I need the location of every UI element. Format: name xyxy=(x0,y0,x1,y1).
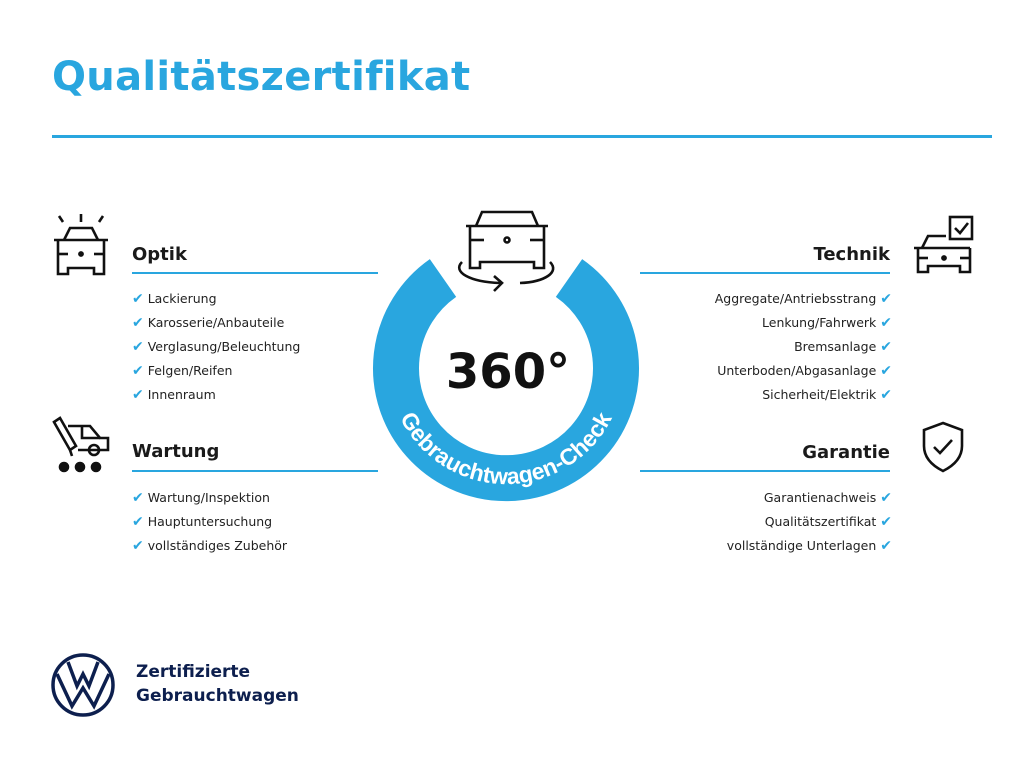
section-divider-garantie xyxy=(640,470,890,472)
list-item: ✔ Lackierung xyxy=(132,291,217,307)
service-van-icon xyxy=(52,416,110,473)
list-item: Bremsanlage ✔ xyxy=(794,339,892,355)
check-icon: ✔ xyxy=(132,291,144,307)
list-item: vollständige Unterlagen ✔ xyxy=(726,538,892,554)
list-item: ✔ Felgen/Reifen xyxy=(132,363,233,379)
check-icon: ✔ xyxy=(880,538,892,554)
check-icon: ✔ xyxy=(132,363,144,379)
checklist-optik: ✔ Lackierung ✔ Karosserie/Anbauteile ✔ V… xyxy=(132,287,300,407)
checklist-wartung: ✔ Wartung/Inspektion ✔ Hauptuntersuchung… xyxy=(132,486,287,558)
check-icon: ✔ xyxy=(880,339,892,355)
check-icon: ✔ xyxy=(880,363,892,379)
check-icon: ✔ xyxy=(880,490,892,506)
check-icon: ✔ xyxy=(132,387,144,403)
list-item: ✔ Hauptuntersuchung xyxy=(132,514,273,530)
section-divider-wartung xyxy=(132,470,378,472)
section-title-wartung: Wartung xyxy=(132,441,220,462)
check-icon: ✔ xyxy=(132,538,144,554)
list-item: ✔ Wartung/Inspektion xyxy=(132,490,270,506)
list-item: ✔ Verglasung/Beleuchtung xyxy=(132,339,301,355)
page-title: Qualitätszertifikat xyxy=(52,54,471,100)
list-item: Garantienachweis ✔ xyxy=(763,490,892,506)
degree-value: 360° xyxy=(446,344,570,400)
car-checkbox-icon xyxy=(914,215,974,274)
list-item: ✔ vollständiges Zubehör xyxy=(132,538,288,554)
list-item: Aggregate/Antriebsstrang ✔ xyxy=(714,291,892,307)
section-divider-technik xyxy=(640,272,890,274)
list-item: Unterboden/Abgasanlage ✔ xyxy=(717,363,892,379)
check-icon: ✔ xyxy=(880,315,892,331)
list-item: Sicherheit/Elektrik ✔ xyxy=(762,387,892,403)
section-title-technik: Technik xyxy=(813,244,890,265)
check-icon: ✔ xyxy=(132,339,144,355)
car-rotate-icon xyxy=(458,210,555,292)
section-title-optik: Optik xyxy=(132,244,187,265)
list-item: ✔ Karosserie/Anbauteile xyxy=(132,315,285,331)
list-item: ✔ Innenraum xyxy=(132,387,216,403)
ring-arc xyxy=(373,259,639,502)
section-divider-optik xyxy=(132,272,378,274)
section-title-garantie: Garantie xyxy=(802,442,890,463)
vw-logo xyxy=(51,653,115,717)
list-item: Lenkung/Fahrwerk ✔ xyxy=(762,315,892,331)
list-item: Qualitätszertifikat ✔ xyxy=(764,514,892,530)
checklist-garantie: Garantienachweis ✔ Qualitätszertifikat ✔… xyxy=(727,486,892,558)
title-divider xyxy=(52,135,992,138)
check-icon: ✔ xyxy=(880,387,892,403)
car-lights-icon xyxy=(54,214,108,276)
check-icon: ✔ xyxy=(132,490,144,506)
check-icon: ✔ xyxy=(132,514,144,530)
shield-check-icon xyxy=(922,421,964,473)
check-icon: ✔ xyxy=(132,315,144,331)
check-icon: ✔ xyxy=(880,291,892,307)
checklist-technik: Aggregate/Antriebsstrang ✔ Lenkung/Fahrw… xyxy=(715,287,892,407)
brand-name: Zertifizierte Gebrauchtwagen xyxy=(136,662,299,706)
check-icon: ✔ xyxy=(880,514,892,530)
